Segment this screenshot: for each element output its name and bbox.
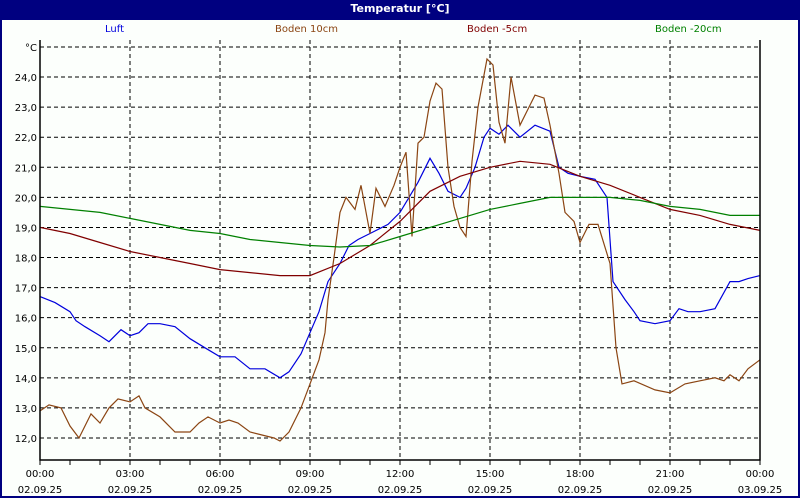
x-tick-date: 02.09.25 (378, 485, 423, 496)
x-tick-date: 02.09.25 (108, 485, 153, 496)
y-axis-unit: °C (25, 43, 37, 54)
series-line-2 (39, 160, 761, 277)
x-tick-date: 02.09.25 (468, 485, 513, 496)
x-tick-date: 02.09.25 (198, 485, 243, 496)
x-tick-time: 18:00 (566, 469, 595, 480)
x-tick-time: 00:00 (26, 469, 55, 480)
y-tick-label: 24,0 (15, 73, 37, 84)
x-tick-time: 21:00 (656, 469, 685, 480)
x-tick-time: 12:00 (386, 469, 415, 480)
y-tick-label: 13,0 (15, 404, 37, 415)
legend-boden-minus-20cm: Boden -20cm (655, 24, 722, 35)
legend-boden-10cm: Boden 10cm (275, 24, 338, 35)
x-tick-time: 09:00 (296, 469, 325, 480)
x-tick-date: 03.09.25 (738, 485, 783, 496)
y-tick-label: 21,0 (15, 163, 37, 174)
x-tick-date: 02.09.25 (18, 485, 63, 496)
y-tick-label: 23,0 (15, 103, 37, 114)
series-line-1 (39, 57, 761, 442)
legend-luft: Luft (105, 24, 124, 35)
y-tick-label: 15,0 (15, 344, 37, 355)
x-tick-time: 06:00 (206, 469, 235, 480)
x-tick-date: 02.09.25 (288, 485, 333, 496)
y-tick-label: 14,0 (15, 374, 37, 385)
x-tick-time: 15:00 (476, 469, 505, 480)
y-tick-label: 17,0 (15, 284, 37, 295)
legend-boden-minus-5cm: Boden -5cm (467, 24, 528, 35)
y-tick-label: 18,0 (15, 254, 37, 265)
x-tick-date: 02.09.25 (558, 485, 603, 496)
y-tick-label: 20,0 (15, 193, 37, 204)
chart-title: Temperatur [°C] (0, 0, 800, 20)
y-tick-label: 19,0 (15, 223, 37, 234)
x-tick-date: 02.09.25 (648, 485, 693, 496)
y-tick-label: 22,0 (15, 133, 37, 144)
y-tick-label: 16,0 (15, 314, 37, 325)
x-tick-time: 03:00 (116, 469, 145, 480)
x-tick-time: 00:00 (746, 469, 775, 480)
series-line-0 (39, 124, 761, 379)
series-line-3 (39, 196, 760, 248)
y-tick-label: 12,0 (15, 434, 37, 445)
